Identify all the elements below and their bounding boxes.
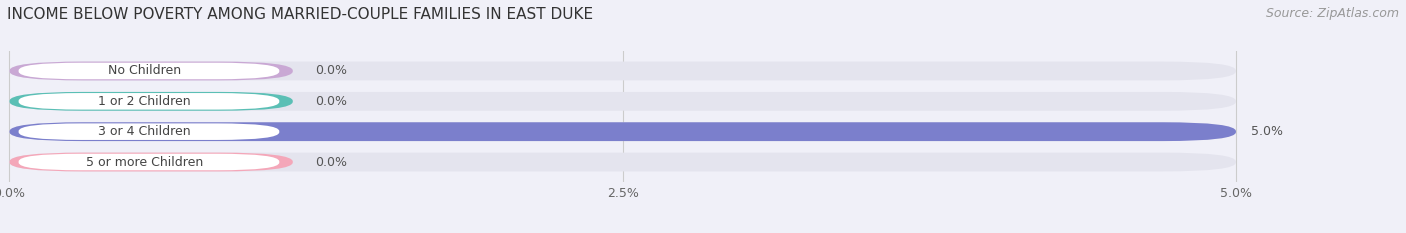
Text: 0.0%: 0.0% [315, 65, 347, 78]
FancyBboxPatch shape [10, 122, 1236, 141]
Text: 0.0%: 0.0% [315, 155, 347, 168]
FancyBboxPatch shape [18, 93, 280, 110]
Text: 1 or 2 Children: 1 or 2 Children [98, 95, 191, 108]
FancyBboxPatch shape [10, 62, 292, 80]
FancyBboxPatch shape [10, 92, 292, 111]
FancyBboxPatch shape [18, 63, 280, 79]
Text: INCOME BELOW POVERTY AMONG MARRIED-COUPLE FAMILIES IN EAST DUKE: INCOME BELOW POVERTY AMONG MARRIED-COUPL… [7, 7, 593, 22]
Text: No Children: No Children [108, 65, 181, 78]
Text: 5.0%: 5.0% [1251, 125, 1282, 138]
Text: 3 or 4 Children: 3 or 4 Children [98, 125, 191, 138]
FancyBboxPatch shape [18, 123, 280, 140]
FancyBboxPatch shape [10, 62, 1236, 80]
FancyBboxPatch shape [10, 92, 1236, 111]
FancyBboxPatch shape [10, 153, 292, 171]
Text: Source: ZipAtlas.com: Source: ZipAtlas.com [1265, 7, 1399, 20]
FancyBboxPatch shape [18, 154, 280, 170]
Text: 0.0%: 0.0% [315, 95, 347, 108]
FancyBboxPatch shape [10, 153, 1236, 171]
FancyBboxPatch shape [10, 122, 1236, 141]
Text: 5 or more Children: 5 or more Children [86, 155, 202, 168]
